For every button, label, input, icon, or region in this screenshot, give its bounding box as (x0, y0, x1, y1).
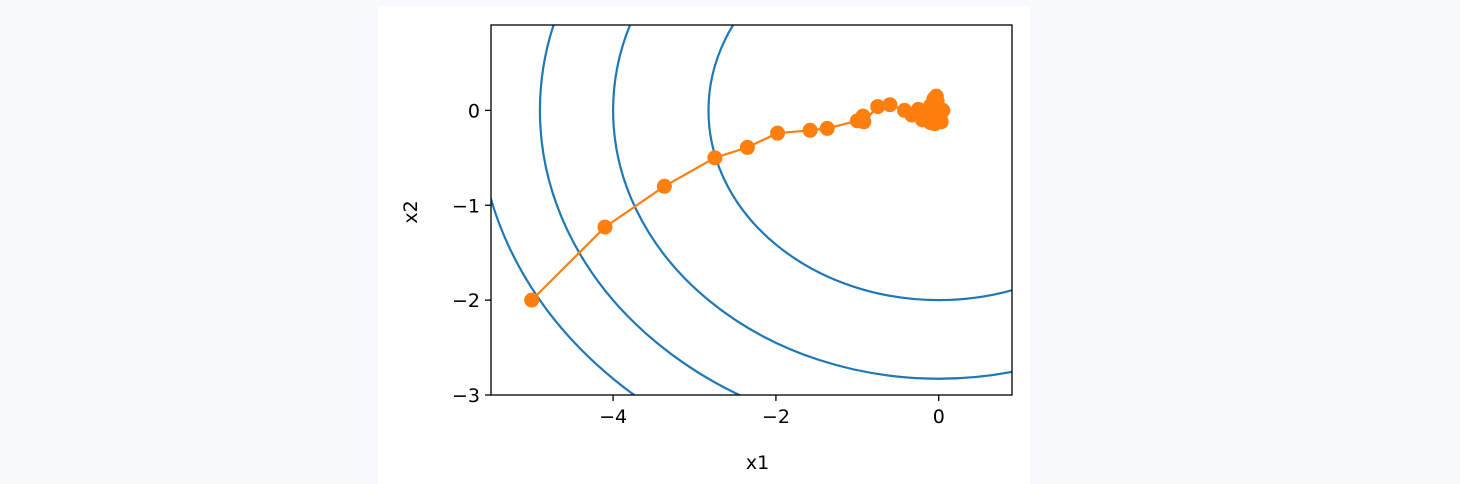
y-tick-label: 0 (468, 100, 480, 122)
trajectory-point (524, 292, 540, 308)
contour-line-1 (707, 25, 1012, 302)
trajectory-point (882, 97, 898, 113)
figure: −4 −2 0 −3 −2 −1 0 x1 x2 (378, 6, 1030, 484)
y-tick-label: −1 (452, 195, 480, 217)
x-tick-label: −2 (762, 406, 790, 428)
y-axis-label: x2 (400, 200, 422, 223)
contour-line-3 (538, 25, 742, 395)
trajectory-point (656, 178, 672, 194)
trajectory-point (739, 139, 755, 155)
trajectory-point (923, 115, 939, 131)
axes-frame (490, 24, 1013, 396)
contour-line-4 (491, 25, 637, 395)
trajectory-point (935, 102, 951, 118)
trajectory-point (770, 125, 786, 141)
y-tick-label: −3 (452, 385, 480, 407)
trajectory-point (802, 122, 818, 138)
x-axis-label: x1 (746, 452, 769, 474)
trajectory-point (707, 150, 723, 166)
contour-line-2 (612, 25, 1012, 380)
trajectory-point (870, 99, 886, 115)
plot-area (491, 25, 1012, 395)
trajectory-point (597, 219, 613, 235)
trajectory-line (530, 93, 945, 301)
trajectory-point (856, 114, 872, 130)
contour-plot: −4 −2 0 −3 −2 −1 0 x1 x2 (400, 24, 1013, 474)
x-tick-label: −4 (599, 406, 627, 428)
y-tick-label: −2 (452, 290, 480, 312)
x-tick-label: 0 (933, 406, 945, 428)
trajectory-point (819, 120, 835, 136)
